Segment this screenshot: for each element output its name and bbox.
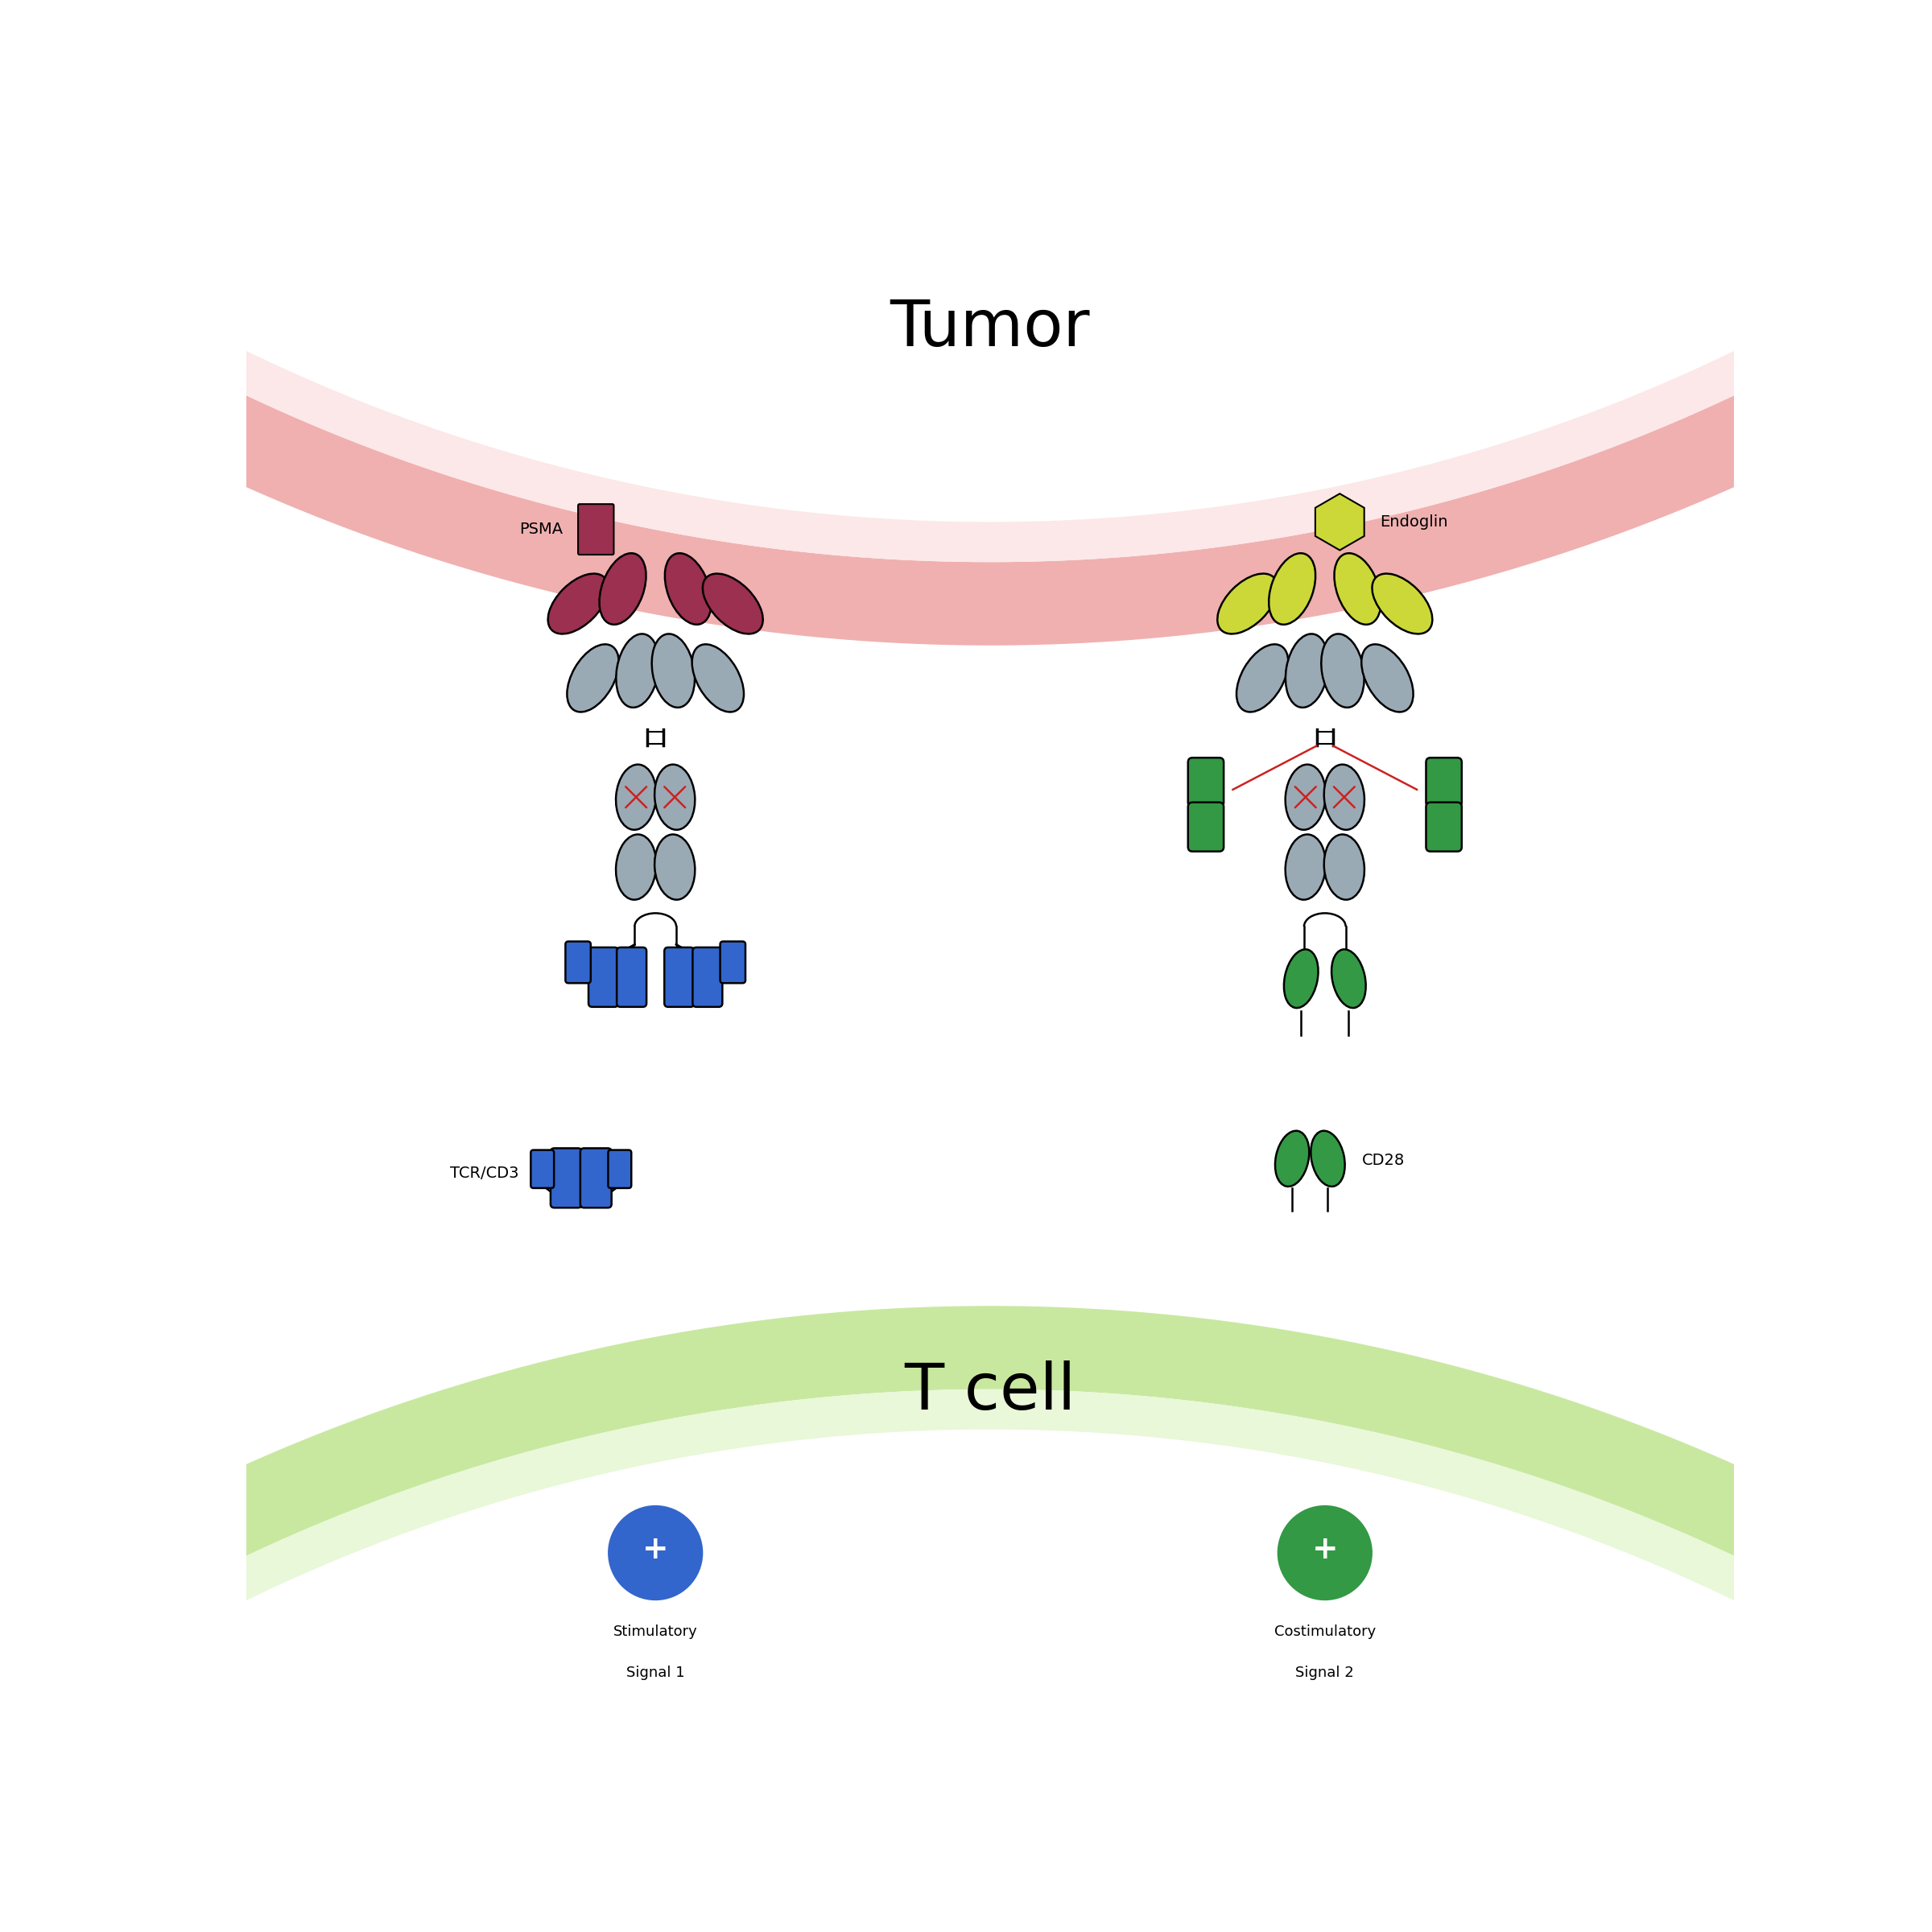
Ellipse shape <box>1335 553 1381 624</box>
Circle shape <box>609 1505 703 1600</box>
Text: Costimulatory: Costimulatory <box>1273 1625 1376 1638</box>
FancyBboxPatch shape <box>578 504 614 554</box>
FancyBboxPatch shape <box>609 1150 632 1188</box>
Ellipse shape <box>549 574 609 634</box>
Ellipse shape <box>1362 643 1412 713</box>
Ellipse shape <box>1217 574 1277 634</box>
Circle shape <box>1277 1505 1372 1600</box>
FancyBboxPatch shape <box>1188 802 1223 852</box>
Text: Signal 1: Signal 1 <box>626 1665 684 1681</box>
FancyBboxPatch shape <box>580 1148 612 1208</box>
Ellipse shape <box>692 643 744 713</box>
Ellipse shape <box>1372 574 1432 634</box>
Ellipse shape <box>616 835 657 900</box>
Polygon shape <box>0 1306 1932 1932</box>
Text: Tumor: Tumor <box>891 298 1090 359</box>
Polygon shape <box>1316 495 1364 551</box>
Polygon shape <box>0 1389 1932 1932</box>
Ellipse shape <box>703 574 763 634</box>
Ellipse shape <box>616 765 657 829</box>
Polygon shape <box>0 0 1932 562</box>
Ellipse shape <box>1275 1130 1310 1186</box>
Text: Endoglin: Endoglin <box>1379 514 1447 529</box>
Ellipse shape <box>1323 765 1364 829</box>
Ellipse shape <box>1269 553 1316 624</box>
Text: TCR/CD3: TCR/CD3 <box>450 1165 518 1180</box>
Ellipse shape <box>1236 643 1289 713</box>
FancyBboxPatch shape <box>1426 757 1463 808</box>
Text: +: + <box>1312 1534 1339 1565</box>
Ellipse shape <box>568 643 618 713</box>
FancyBboxPatch shape <box>1188 757 1223 808</box>
FancyBboxPatch shape <box>694 947 723 1007</box>
FancyBboxPatch shape <box>589 947 618 1007</box>
Text: +: + <box>641 1534 668 1565</box>
Polygon shape <box>0 0 1932 645</box>
FancyBboxPatch shape <box>665 947 694 1007</box>
Ellipse shape <box>616 634 659 707</box>
FancyBboxPatch shape <box>531 1150 554 1188</box>
Ellipse shape <box>1310 1130 1345 1186</box>
Ellipse shape <box>1285 835 1325 900</box>
FancyBboxPatch shape <box>551 1148 582 1208</box>
Ellipse shape <box>1323 835 1364 900</box>
FancyBboxPatch shape <box>616 947 647 1007</box>
Text: T cell: T cell <box>904 1360 1076 1424</box>
Ellipse shape <box>655 765 696 829</box>
Text: Stimulatory: Stimulatory <box>612 1625 697 1638</box>
Ellipse shape <box>1285 949 1318 1009</box>
Ellipse shape <box>1285 765 1325 829</box>
Ellipse shape <box>665 553 711 624</box>
Text: CD28: CD28 <box>1362 1153 1405 1167</box>
Text: Signal 2: Signal 2 <box>1296 1665 1354 1681</box>
Ellipse shape <box>1331 949 1366 1009</box>
FancyBboxPatch shape <box>566 941 591 983</box>
Ellipse shape <box>1321 634 1364 707</box>
FancyBboxPatch shape <box>1426 802 1463 852</box>
Text: PSMA: PSMA <box>520 522 564 537</box>
Ellipse shape <box>651 634 696 707</box>
Ellipse shape <box>1285 634 1329 707</box>
Ellipse shape <box>599 553 645 624</box>
FancyBboxPatch shape <box>721 941 746 983</box>
Ellipse shape <box>655 835 696 900</box>
